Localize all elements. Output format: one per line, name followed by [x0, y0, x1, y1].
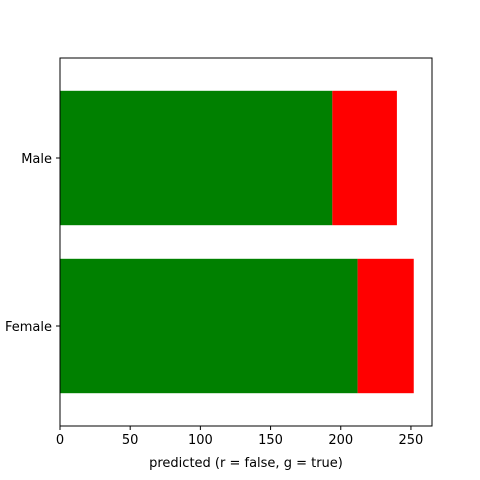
x-axis-label: predicted (r = false, g = true)	[149, 456, 343, 471]
x-axis: 0 50 100 150 200 250	[56, 426, 423, 448]
plot-frame	[59, 57, 433, 427]
y-tick-label-male: Male	[21, 152, 52, 167]
x-tick-label: 50	[122, 433, 139, 448]
bar-male-green	[60, 90, 333, 226]
x-tick-label: 250	[399, 433, 424, 448]
bar-female-green	[60, 258, 358, 394]
x-tick-label: 150	[258, 433, 283, 448]
y-axis: Female Male	[5, 152, 60, 335]
bars-group	[60, 90, 414, 394]
x-tick-label: 0	[56, 433, 64, 448]
bar-female-red	[357, 258, 414, 394]
bar-male-red	[332, 90, 397, 226]
x-tick-label: 100	[188, 433, 213, 448]
x-tick-label: 200	[328, 433, 353, 448]
y-tick-label-female: Female	[5, 320, 52, 335]
